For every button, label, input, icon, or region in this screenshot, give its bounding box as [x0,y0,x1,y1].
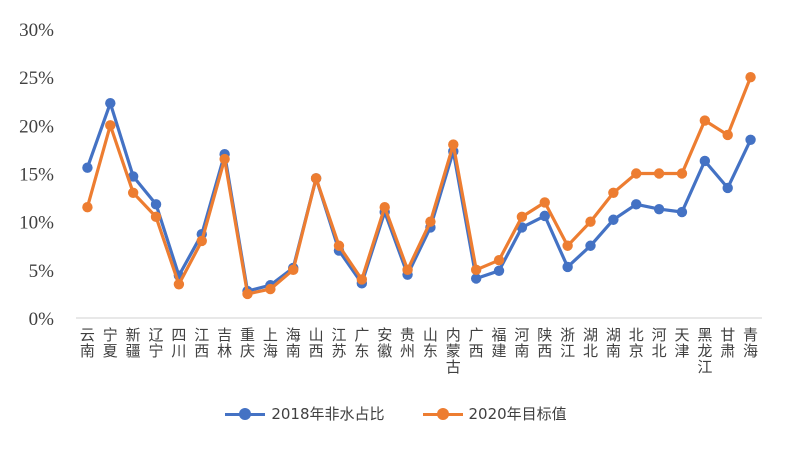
legend: 2018年非水占比 2020年目标值 [0,403,792,424]
x-tick-label: 青海 [743,326,758,360]
x-tick-label: 安徽 [377,326,392,360]
legend-marker-series-1 [225,407,266,420]
series-2-point [82,202,93,213]
series-2-point [333,240,345,251]
series-2-point [608,187,619,198]
y-tick-label: 0% [29,309,55,330]
series-2-point [288,264,299,276]
x-tick-label: 黑龙江 [697,326,712,376]
series-2-point [379,202,390,213]
series-2-point [676,168,688,179]
x-tick-label: 山西 [309,326,324,360]
series-1-point [470,273,482,284]
series-2-point [127,187,139,198]
series-1-line [85,101,753,293]
series-1-point [585,240,596,251]
series-2-point [653,168,665,179]
series-2-point [425,216,436,227]
series-2-point [745,71,756,83]
series-1-point [105,97,116,109]
series-2-point [562,240,573,251]
x-tick-label: 江苏 [331,326,346,360]
y-tick-label: 5% [29,261,55,282]
legend-marker-series-2 [422,407,463,420]
series-2-point [310,173,322,184]
y-tick-label: 30% [19,20,54,41]
series-2 [82,71,756,300]
x-tick-label: 湖北 [583,326,598,360]
x-tick-label: 浙江 [560,326,575,360]
x-tick-label: 海南 [286,326,301,360]
x-tick-label: 北京 [629,326,644,360]
y-tick-label: 10% [19,213,54,234]
x-tick-label: 宁夏 [103,326,118,360]
x-tick-label: 福建 [492,326,507,360]
series-2-point [265,283,276,295]
y-tick-label: 15% [19,165,54,186]
series-2-point [585,216,596,227]
y-tick-label: 20% [19,116,54,137]
x-tick-label: 吉林 [217,326,232,360]
legend-item-series-2: 2020年目标值 [422,403,567,424]
series-1-point [539,210,550,222]
legend-label-series-1: 2018年非水占比 [271,405,385,423]
series-2-point [402,264,413,276]
x-tick-label: 内蒙古 [446,326,461,376]
x-tick-label: 四川 [171,326,186,360]
legend-label-series-2: 2020年目标值 [468,405,567,423]
series-2-point [631,168,642,179]
x-tick-label: 上海 [263,326,278,360]
y-tick-label: 25% [19,68,54,89]
series-layer [82,71,756,300]
series-1-point [653,203,665,215]
series-2-point [470,264,482,276]
x-tick-label: 重庆 [240,326,255,360]
series-2-point [242,288,253,300]
series-2-point [722,129,733,141]
x-tick-label: 广东 [354,326,369,360]
series-1-point [631,199,642,210]
x-tick-label: 河南 [514,326,529,360]
x-axis: 云南宁夏新疆辽宁四川江西吉林重庆上海海南山西江苏广东安徽贵州山东内蒙古广西福建河… [76,317,762,376]
series-2-point [173,279,185,290]
series-1-point [150,199,162,210]
x-tick-label: 河北 [652,326,667,360]
x-tick-label: 辽宁 [149,326,164,360]
x-tick-label: 甘肃 [720,326,735,360]
series-2-point [699,115,711,126]
series-2-point [539,197,550,208]
x-tick-label: 山东 [423,326,438,360]
x-tick-label: 云南 [80,326,95,360]
x-tick-label: 湖南 [606,326,621,360]
series-2-point [493,255,505,266]
x-tick-label: 陕西 [537,326,552,360]
x-tick-label: 广西 [469,326,484,360]
series-1-point [562,261,573,273]
series-2-point [150,211,162,223]
x-tick-label: 天津 [674,326,689,360]
x-tick-label: 江西 [194,326,209,360]
x-tick-label: 新疆 [126,326,141,360]
series-2-point [196,235,207,247]
series-2-point [219,153,230,165]
y-axis: 0% 5% 10% 15% 20% 25% 30% [19,20,54,330]
series-1-point [745,134,756,145]
series-1-point [82,162,93,173]
series-1-point [493,265,505,276]
series-1-point [699,155,711,167]
x-tick-label: 贵州 [400,326,415,360]
series-1 [82,97,756,297]
series-2-point [105,120,116,131]
series-1-point [127,171,139,182]
series-1-point [676,206,688,218]
series-2-point [516,211,528,223]
series-2-point [448,139,459,150]
series-1-point [722,182,733,194]
legend-item-series-1: 2018年非水占比 [225,403,385,424]
series-2-point [356,274,368,285]
series-1-point [608,214,619,225]
